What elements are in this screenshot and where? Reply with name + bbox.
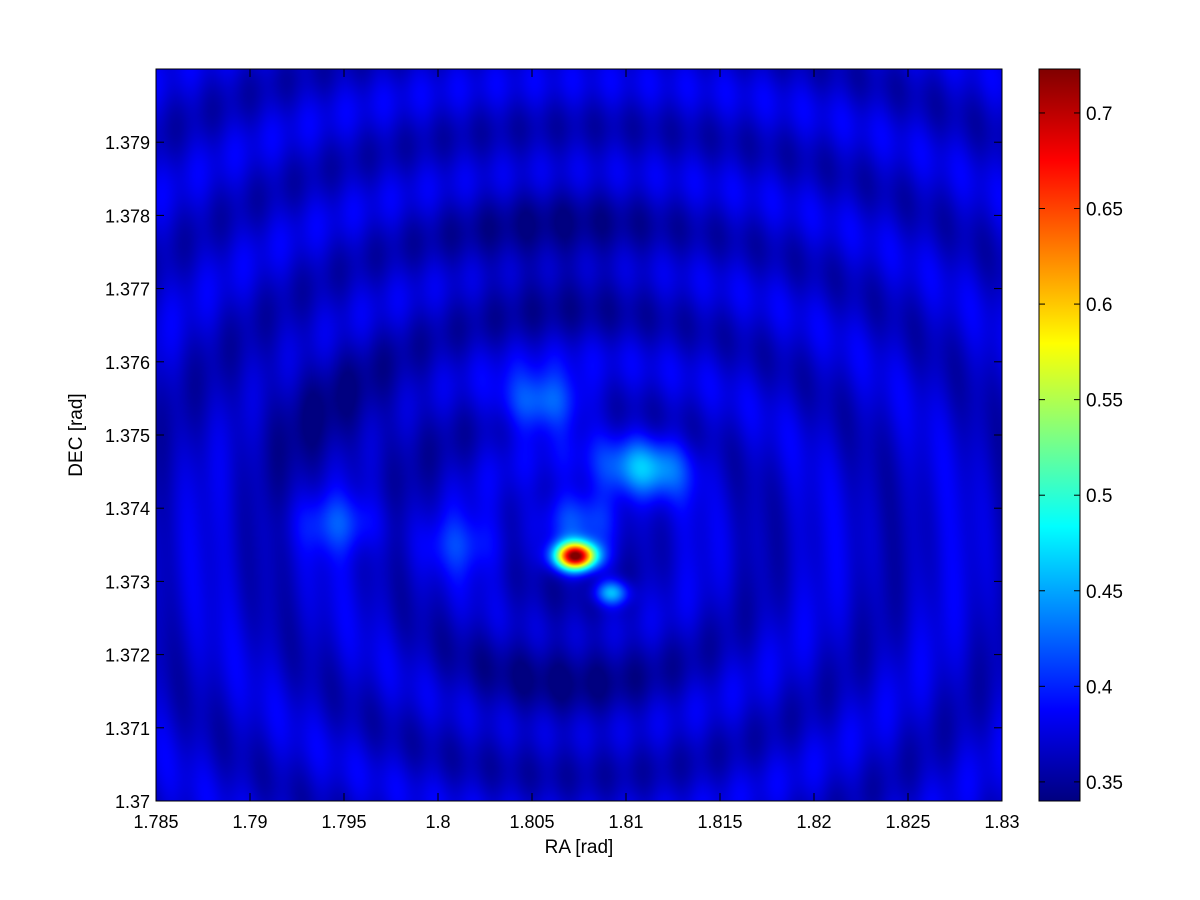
x-tick-label: 1.8 [425,812,450,832]
x-tick-label: 1.785 [133,812,178,832]
y-tick-label: 1.379 [105,133,150,153]
y-axis-label: DEC [rad] [66,393,87,476]
colorbar-tick-label: 0.5 [1086,486,1112,507]
colorbar: 0.35 0.4 0.45 0.5 0.55 0.6 0.65 0.7 [1038,68,1123,802]
y-tick-label: 1.377 [105,280,150,300]
x-tick-label: 1.81 [608,812,643,832]
x-tick-label: 1.83 [984,812,1019,832]
colorbar-frame [1038,68,1081,802]
x-tick-label: 1.795 [321,812,366,832]
x-tick-label: 1.825 [885,812,930,832]
x-tick-label: 1.79 [232,812,267,832]
x-tick-label: 1.805 [509,812,554,832]
y-tick-label: 1.374 [105,499,150,519]
colorbar-tick-label: 0.35 [1086,773,1123,794]
colorbar-tick-label: 0.7 [1086,104,1112,125]
colorbar-tick-label: 0.65 [1086,200,1123,221]
colorbar-tick-label: 0.4 [1086,677,1113,698]
y-tick-label: 1.375 [105,426,150,446]
x-axis-label: RA [rad] [545,837,614,858]
heatmap [156,69,1002,801]
heatmap-container [156,69,1002,801]
y-tick-label: 1.371 [105,719,150,739]
colorbar-ticks: 0.35 0.4 0.45 0.5 0.55 0.6 0.65 0.7 [1039,104,1123,794]
x-tick-label: 1.82 [796,812,831,832]
colorbar-fill [1039,69,1080,801]
plot-area [155,68,1003,802]
y-axis: 1.37 1.371 1.372 1.373 1.374 1.375 1.376 1.377 1… [105,133,1002,812]
y-tick-label: 1.37 [115,792,150,812]
x-axis: 1.785 1.79 1.795 1.8 1.805 1.81 1.815 1.82 1.825… [133,69,1020,832]
colorbar-tick-label: 0.45 [1086,582,1123,603]
y-tick-label: 1.373 [105,572,150,592]
y-tick-label: 1.378 [105,206,150,226]
colorbar-tick-label: 0.6 [1086,295,1112,316]
y-tick-label: 1.376 [105,353,150,373]
y-tick-label: 1.372 [105,646,150,666]
colorbar-tick-label: 0.55 [1086,391,1123,412]
x-tick-label: 1.815 [697,812,742,832]
